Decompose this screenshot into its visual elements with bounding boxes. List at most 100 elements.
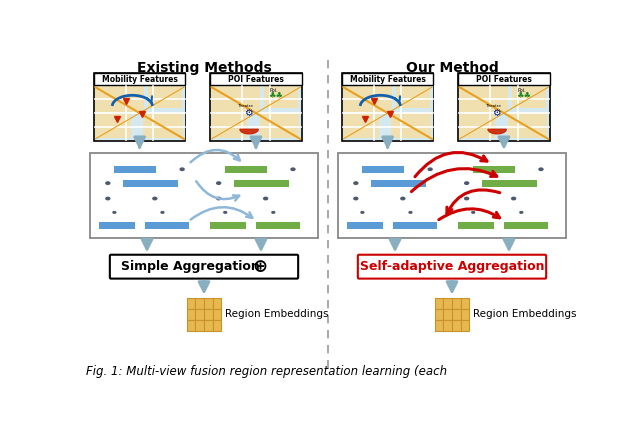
Bar (210, 222, 246, 229)
Ellipse shape (223, 211, 227, 214)
Text: ⚙: ⚙ (492, 108, 501, 118)
Bar (212, 320, 221, 330)
Ellipse shape (105, 181, 111, 185)
Bar (473, 166, 515, 173)
Bar (458, 73, 550, 85)
Bar (458, 222, 494, 229)
Text: Poi.: Poi. (518, 88, 527, 93)
Bar (459, 85, 549, 140)
Text: Mobility Features: Mobility Features (349, 75, 426, 84)
Bar (343, 86, 392, 112)
Ellipse shape (216, 181, 221, 185)
Bar (212, 309, 221, 320)
Bar (94, 73, 186, 141)
Bar (459, 86, 508, 112)
Ellipse shape (464, 181, 469, 185)
Ellipse shape (216, 197, 221, 200)
Bar (461, 298, 469, 309)
Bar (256, 222, 300, 229)
Bar (145, 222, 189, 229)
Ellipse shape (179, 167, 185, 171)
Bar (338, 153, 566, 238)
Ellipse shape (160, 211, 164, 214)
Bar (234, 180, 289, 187)
Bar (148, 86, 182, 108)
Ellipse shape (291, 167, 296, 171)
Bar (187, 309, 195, 320)
Text: Self-adaptive Aggregation: Self-adaptive Aggregation (360, 260, 544, 273)
Bar (435, 298, 444, 309)
Ellipse shape (428, 167, 433, 171)
Bar (204, 309, 212, 320)
Bar (371, 180, 426, 187)
Bar (435, 309, 444, 320)
Bar (461, 320, 469, 330)
Bar (459, 113, 495, 138)
Bar (452, 320, 461, 330)
Bar (461, 309, 469, 320)
Text: Region Embeddings: Region Embeddings (473, 309, 577, 319)
Bar (512, 86, 547, 108)
Bar (458, 73, 550, 141)
Text: Existing Methods: Existing Methods (136, 61, 271, 75)
Bar (212, 298, 221, 309)
Bar (95, 86, 144, 112)
Bar (225, 166, 267, 173)
Ellipse shape (152, 197, 157, 200)
Bar (210, 73, 301, 85)
Bar (211, 113, 247, 138)
Bar (90, 153, 318, 238)
Bar (95, 85, 184, 140)
Bar (444, 320, 452, 330)
Bar (94, 73, 186, 85)
Bar (393, 222, 436, 229)
Bar (508, 113, 547, 138)
Bar (95, 113, 131, 138)
Ellipse shape (105, 197, 111, 200)
Ellipse shape (263, 197, 268, 200)
FancyBboxPatch shape (110, 255, 298, 279)
Ellipse shape (400, 197, 406, 200)
Ellipse shape (538, 167, 544, 171)
Bar (342, 73, 433, 85)
Ellipse shape (271, 211, 275, 214)
Bar (260, 113, 300, 138)
Bar (195, 298, 204, 309)
Bar (435, 320, 444, 330)
Bar (343, 85, 433, 140)
Bar (392, 113, 431, 138)
Ellipse shape (471, 211, 476, 214)
Text: Mobility Features: Mobility Features (102, 75, 178, 84)
Text: ⚙: ⚙ (244, 108, 253, 118)
Text: Fig. 1: Multi-view fusion region representation learning (each: Fig. 1: Multi-view fusion region represe… (86, 365, 447, 378)
Bar (204, 320, 212, 330)
Bar (204, 298, 212, 309)
Text: Poi.: Poi. (270, 88, 278, 93)
Text: Theatre: Theatre (485, 104, 501, 108)
Text: ⊕: ⊕ (252, 257, 268, 276)
Text: Theatre: Theatre (237, 104, 253, 108)
Text: ♣♣: ♣♣ (516, 91, 532, 99)
Text: Simple Aggregation: Simple Aggregation (121, 260, 259, 273)
Bar (342, 73, 433, 141)
Bar (210, 73, 301, 141)
Bar (115, 166, 156, 173)
Ellipse shape (464, 197, 469, 200)
Bar (143, 113, 183, 138)
Bar (482, 180, 536, 187)
Bar (362, 166, 404, 173)
Bar (211, 85, 301, 140)
Bar (504, 222, 548, 229)
Text: Region Embeddings: Region Embeddings (225, 309, 328, 319)
Text: POI Features: POI Features (228, 75, 284, 84)
Bar (187, 298, 195, 309)
Bar (452, 309, 461, 320)
Bar (195, 309, 204, 320)
Bar (396, 86, 430, 108)
Ellipse shape (360, 211, 365, 214)
Ellipse shape (408, 211, 413, 214)
Ellipse shape (353, 181, 358, 185)
FancyBboxPatch shape (358, 255, 546, 279)
Ellipse shape (519, 211, 524, 214)
Bar (99, 222, 135, 229)
